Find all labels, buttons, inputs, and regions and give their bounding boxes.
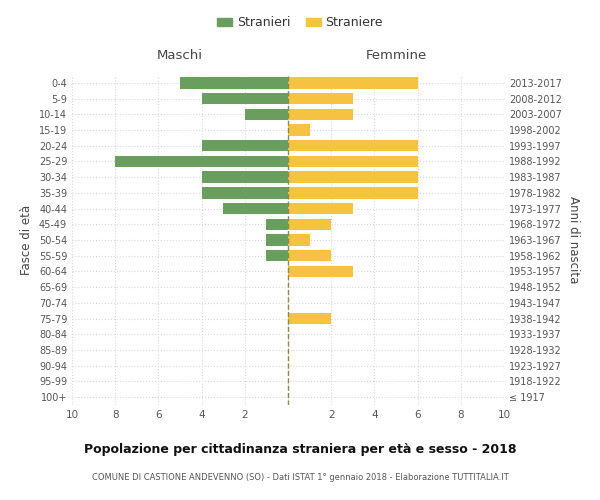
Bar: [202, 172, 288, 183]
Bar: [202, 140, 288, 151]
Bar: [288, 250, 331, 262]
Y-axis label: Anni di nascita: Anni di nascita: [567, 196, 580, 284]
Text: Femmine: Femmine: [365, 50, 427, 62]
Y-axis label: Fasce di età: Fasce di età: [20, 205, 33, 275]
Bar: [288, 77, 418, 88]
Bar: [288, 172, 418, 183]
Bar: [223, 203, 288, 214]
Bar: [180, 77, 288, 88]
Bar: [288, 234, 310, 246]
Bar: [288, 203, 353, 214]
Bar: [288, 108, 353, 120]
Bar: [266, 218, 288, 230]
Bar: [245, 108, 288, 120]
Bar: [288, 266, 353, 277]
Bar: [288, 187, 418, 198]
Legend: Stranieri, Straniere: Stranieri, Straniere: [212, 11, 388, 34]
Bar: [288, 313, 331, 324]
Text: COMUNE DI CASTIONE ANDEVENNO (SO) - Dati ISTAT 1° gennaio 2018 - Elaborazione TU: COMUNE DI CASTIONE ANDEVENNO (SO) - Dati…: [92, 472, 508, 482]
Bar: [266, 234, 288, 246]
Bar: [288, 156, 418, 167]
Bar: [288, 140, 418, 151]
Bar: [202, 187, 288, 198]
Bar: [202, 93, 288, 104]
Bar: [266, 250, 288, 262]
Bar: [288, 218, 331, 230]
Text: Popolazione per cittadinanza straniera per età e sesso - 2018: Popolazione per cittadinanza straniera p…: [84, 442, 516, 456]
Bar: [288, 124, 310, 136]
Text: Maschi: Maschi: [157, 50, 203, 62]
Bar: [115, 156, 288, 167]
Bar: [288, 93, 353, 104]
